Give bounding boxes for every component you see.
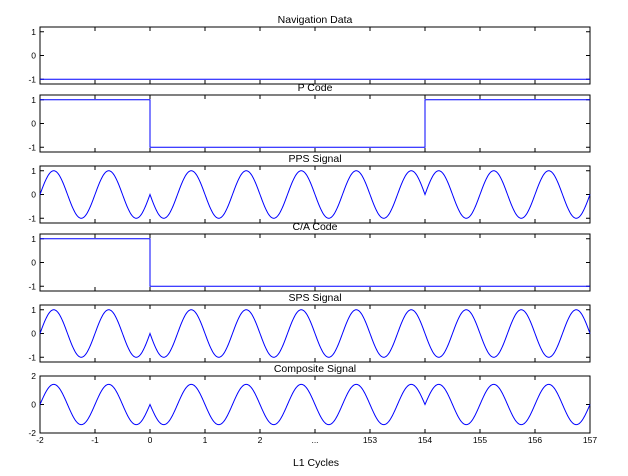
signal-line-sps-signal (39, 309, 591, 358)
y-tick-label: -1 (28, 213, 36, 223)
subplot-composite-signal: Composite Signal 2 0 -2 (28, 363, 591, 438)
signal-line-p-code (40, 99, 590, 148)
y-tick-label: 0 (31, 329, 36, 339)
plot-area (39, 233, 591, 292)
y-tick-label: 1 (31, 305, 36, 315)
y-tick-label: 1 (31, 234, 36, 244)
y-tick-label: 2 (31, 371, 36, 381)
x-tick-label: ... (311, 435, 318, 445)
signal-line-c-a-code (40, 238, 590, 287)
subplot-title: P Code (298, 82, 333, 94)
x-tick-label: 1 (203, 435, 208, 445)
y-tick-label: -1 (28, 74, 36, 84)
subplots: Navigation Data 1 0 -1 P Code 1 0 -1 PPS Signal 1… (28, 14, 591, 438)
y-tick-label: 1 (31, 95, 36, 105)
y-tick-label: -1 (28, 142, 36, 152)
subplot-title: Navigation Data (278, 14, 353, 26)
y-tick-label: 1 (31, 27, 36, 37)
subplot-p-code: P Code 1 0 -1 (28, 82, 591, 153)
signal-line-pps-signal (39, 170, 591, 219)
x-tick-label: 157 (583, 435, 597, 445)
y-tick-label: 0 (31, 190, 36, 200)
x-tick-label: 153 (363, 435, 377, 445)
signal-line-composite-signal (39, 383, 591, 426)
y-tick-label: -2 (28, 428, 36, 438)
plot-area (39, 94, 591, 153)
y-tick-label: 0 (31, 119, 36, 129)
subplot-title: C/A Code (293, 221, 338, 233)
plot-area (39, 26, 591, 85)
subplot-title: Composite Signal (274, 363, 356, 375)
subplot-sps-signal: SPS Signal 1 0 -1 (28, 292, 591, 363)
y-tick-label: -1 (28, 281, 36, 291)
subplot-title: SPS Signal (288, 292, 341, 304)
x-axis: -2 -1 0 1 2... 153 154 155 156 157 (36, 435, 597, 445)
y-tick-label: 0 (31, 51, 36, 61)
x-tick-label: -1 (91, 435, 99, 445)
x-tick-label: 156 (528, 435, 542, 445)
subplot-pps-signal: PPS Signal 1 0 -1 (28, 153, 591, 224)
x-tick-label: 155 (473, 435, 487, 445)
x-tick-label: -2 (36, 435, 44, 445)
y-tick-label: 0 (31, 258, 36, 268)
y-tick-label: -1 (28, 352, 36, 362)
subplot-navigation-data: Navigation Data 1 0 -1 (28, 14, 591, 85)
subplot-c-a-code: C/A Code 1 0 -1 (28, 221, 591, 292)
y-tick-label: 1 (31, 166, 36, 176)
y-tick-label: 0 (31, 400, 36, 410)
subplot-title: PPS Signal (288, 153, 341, 165)
x-tick-label: 154 (418, 435, 432, 445)
x-axis-label: L1 Cycles (293, 457, 339, 469)
x-tick-label: 0 (148, 435, 153, 445)
x-tick-label: 2 (258, 435, 263, 445)
